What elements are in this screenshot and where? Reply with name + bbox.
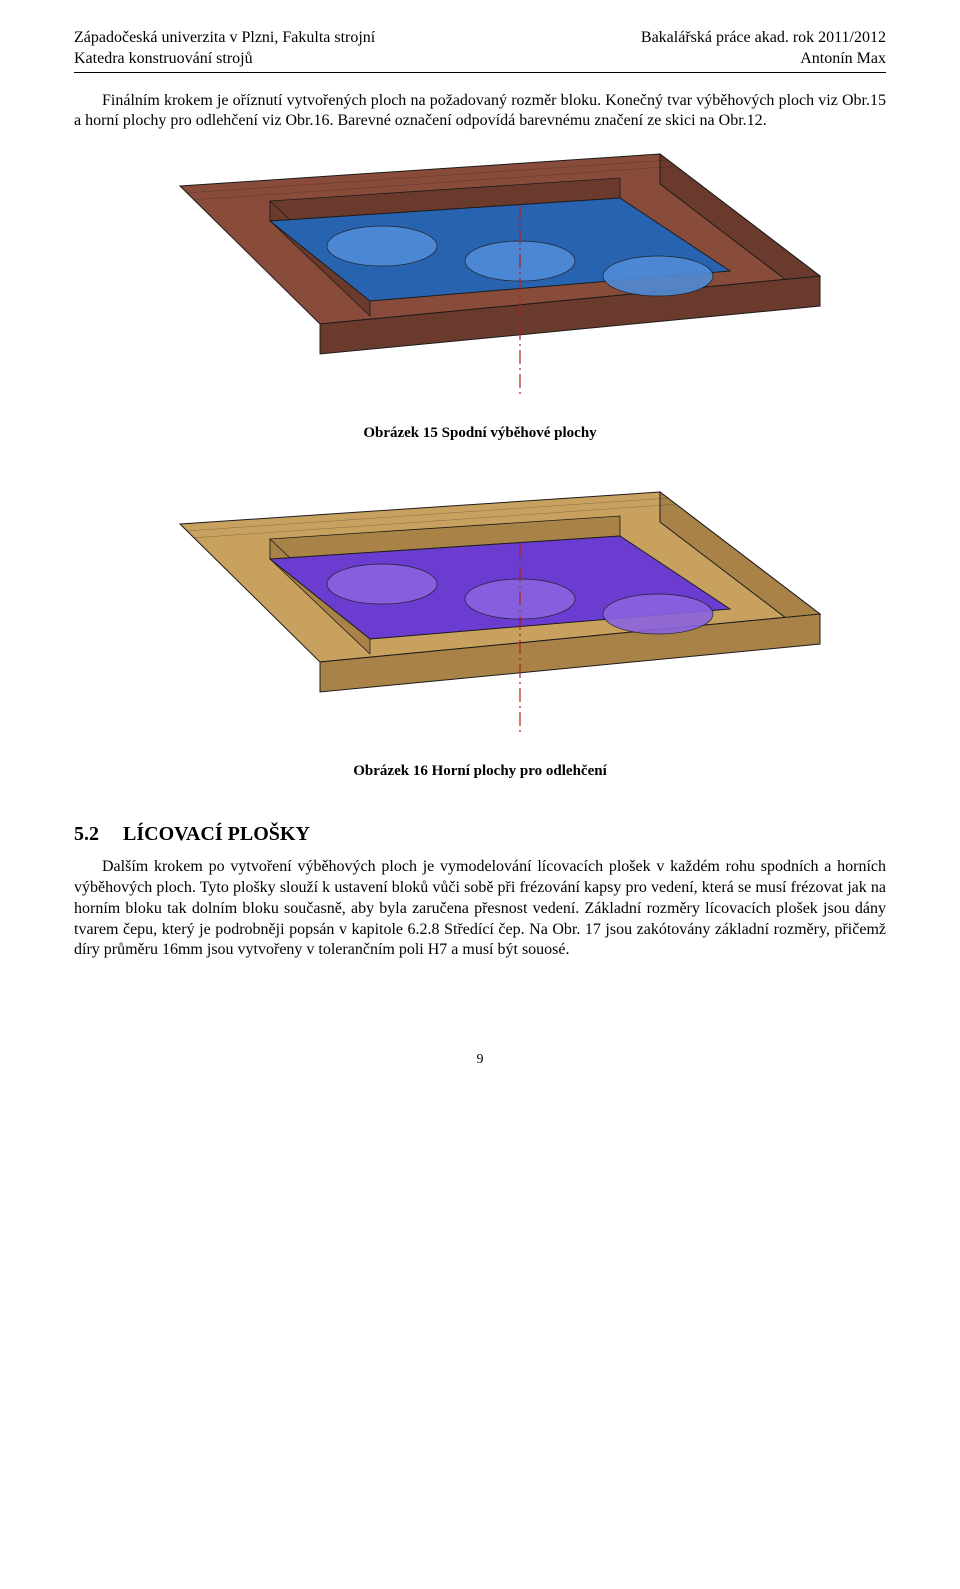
figure-16-caption: Obrázek 16 Horní plochy pro odlehčení (74, 762, 886, 782)
figure-15-svg (120, 146, 840, 406)
header-left-2: Katedra konstruování strojů (74, 49, 253, 70)
figure-15-caption: Obrázek 15 Spodní výběhové plochy (74, 424, 886, 444)
paragraph-intro: Finálním krokem je oříznutí vytvořených … (74, 91, 886, 133)
figure-15 (74, 146, 886, 406)
section-title: LÍCOVACÍ PLOŠKY (123, 823, 310, 845)
header-left-1: Západočeská univerzita v Plzni, Fakulta … (74, 28, 375, 49)
header-right-2: Antonín Max (800, 49, 886, 70)
section-heading: 5.2 LÍCOVACÍ PLOŠKY (74, 821, 886, 847)
header-right-1: Bakalářská práce akad. rok 2011/2012 (641, 28, 886, 49)
figure-16-svg (120, 484, 840, 744)
figure-16 (74, 484, 886, 744)
section-number: 5.2 (74, 821, 118, 847)
page-number: 9 (74, 1051, 886, 1069)
paragraph-body: Dalším krokem po vytvoření výběhových pl… (74, 857, 886, 961)
header-rule (74, 72, 886, 73)
